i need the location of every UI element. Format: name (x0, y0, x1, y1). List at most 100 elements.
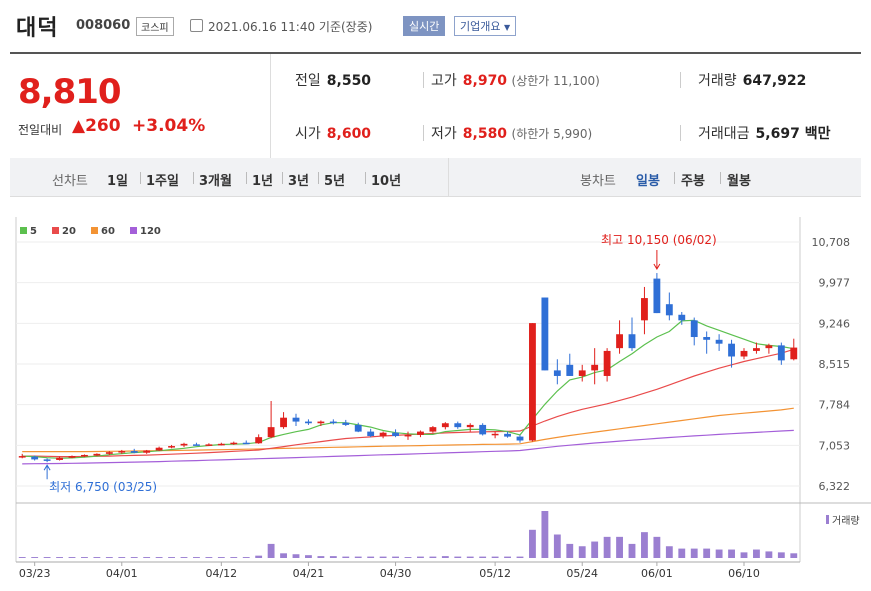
low-label: 저가 (431, 126, 457, 142)
line-range-0[interactable]: 1일 (107, 174, 129, 189)
candle-body (740, 350, 748, 357)
candle-body (292, 417, 300, 422)
candle-body (753, 348, 760, 351)
volume: 거래량 647,922 (698, 70, 806, 90)
volume-bar (56, 557, 63, 558)
candle-body (105, 452, 113, 454)
y-tick-label: 8,515 (819, 358, 851, 371)
candle-body (404, 434, 412, 437)
volume-bar (68, 557, 76, 558)
volume-bar (105, 557, 113, 558)
ma120-line (22, 429, 794, 465)
candle-body (728, 343, 735, 357)
candle-body (541, 297, 549, 371)
line-range-6[interactable]: 10년 (371, 174, 402, 189)
volume-bar (217, 557, 225, 558)
candle-body (591, 364, 599, 371)
candle-body (118, 451, 126, 453)
line-range-1[interactable]: 1주일 (146, 174, 179, 189)
amount-label: 거래대금 (698, 126, 750, 142)
volume-bar (429, 556, 437, 558)
candle-body (479, 424, 487, 435)
volume-bar (678, 548, 686, 558)
change-percent: +3.04% (132, 116, 206, 136)
divider (680, 125, 681, 141)
upper-limit: (상한가 11,100) (511, 74, 600, 88)
candle-body (317, 421, 325, 424)
candle-period-0[interactable]: 일봉 (636, 174, 660, 189)
volume-bar (516, 556, 524, 558)
candle-body (703, 337, 711, 340)
candle-body (367, 431, 375, 437)
stock-chart: 10,708 9,977 9,246 8,515 7,784 7,053 6,322 03/2… (0, 196, 871, 587)
candle-body (230, 442, 238, 445)
trade-amount: 거래대금 5,697 백만 (698, 123, 830, 143)
volume-bar (242, 557, 250, 558)
volume-legend-label: 거래량 (832, 515, 860, 527)
candle-body (354, 424, 362, 432)
stock-header: 대덕 008060 코스피 2021.06.16 11:40 기준(장중) 실시… (0, 0, 871, 52)
candle-body (777, 345, 785, 361)
chevron-down-icon: ▼ (503, 23, 511, 32)
volume-bar (728, 549, 735, 558)
y-tick-label: 10,708 (812, 236, 851, 249)
line-chart-label: 선차트 (52, 174, 88, 189)
y-tick-label: 7,784 (819, 399, 851, 412)
line-range-4[interactable]: 3년 (288, 174, 310, 189)
volume-bar (715, 549, 723, 558)
volume-bar (790, 553, 798, 558)
y-tick-label: 9,977 (819, 277, 851, 290)
candle-body (31, 456, 39, 460)
price-summary: 8,810 전일대비 ▲260 +3.04% 전일 8,550 시가 8,600 고… (10, 52, 861, 159)
candle-body (553, 370, 561, 376)
candle-body (690, 320, 698, 338)
candle-body (205, 444, 213, 446)
x-tick-label: 04/30 (380, 567, 412, 580)
x-tick-label: 06/10 (728, 567, 760, 580)
candle-body (765, 345, 773, 349)
candle-chart-label: 봉차트 (580, 174, 616, 189)
divider (365, 172, 366, 184)
open-value: 8,600 (326, 126, 372, 142)
candle-period-2[interactable]: 월봉 (727, 174, 751, 189)
volume-bar (317, 556, 325, 558)
line-range-5[interactable]: 5년 (324, 174, 346, 189)
divider (423, 72, 424, 88)
candle-body (217, 443, 225, 446)
volume-bar (367, 556, 375, 558)
realtime-button[interactable]: 실시간 (403, 16, 446, 36)
volume-bar (441, 556, 449, 558)
candle-body (616, 334, 623, 349)
x-tick-label: 06/01 (641, 567, 673, 580)
candle-body (653, 278, 661, 314)
volume-value: 647,922 (742, 73, 807, 89)
divider (680, 72, 681, 88)
candle-body (267, 427, 275, 438)
open-label: 시가 (295, 126, 321, 142)
company-overview-button[interactable]: 기업개요 ▼ (454, 16, 517, 36)
volume-bar (168, 557, 175, 558)
y-tick-label: 9,246 (819, 317, 851, 330)
clock-icon (190, 19, 203, 32)
volume-bar (603, 536, 611, 558)
line-range-3[interactable]: 1년 (252, 174, 274, 189)
high-label: 고가 (431, 73, 457, 89)
volume-bar (342, 556, 350, 558)
legend-label: 5 (30, 226, 37, 237)
volume-bar (404, 557, 412, 558)
candle-body (168, 446, 175, 448)
candle-body (379, 432, 387, 437)
lower-limit: (하한가 5,990) (511, 127, 593, 141)
volume-label: 거래량 (698, 73, 737, 89)
open-price: 시가 8,600 (295, 123, 371, 143)
candle-body (529, 323, 536, 441)
divider (448, 158, 449, 196)
divider (282, 172, 283, 184)
prev-close: 전일 8,550 (295, 70, 371, 90)
candle-period-1[interactable]: 주봉 (681, 174, 705, 189)
candle-body (180, 443, 188, 446)
candle-body (329, 421, 337, 424)
stock-code: 008060 (76, 18, 131, 33)
line-range-2[interactable]: 3개월 (199, 174, 232, 189)
up-arrow-icon: ▲ (72, 116, 86, 136)
